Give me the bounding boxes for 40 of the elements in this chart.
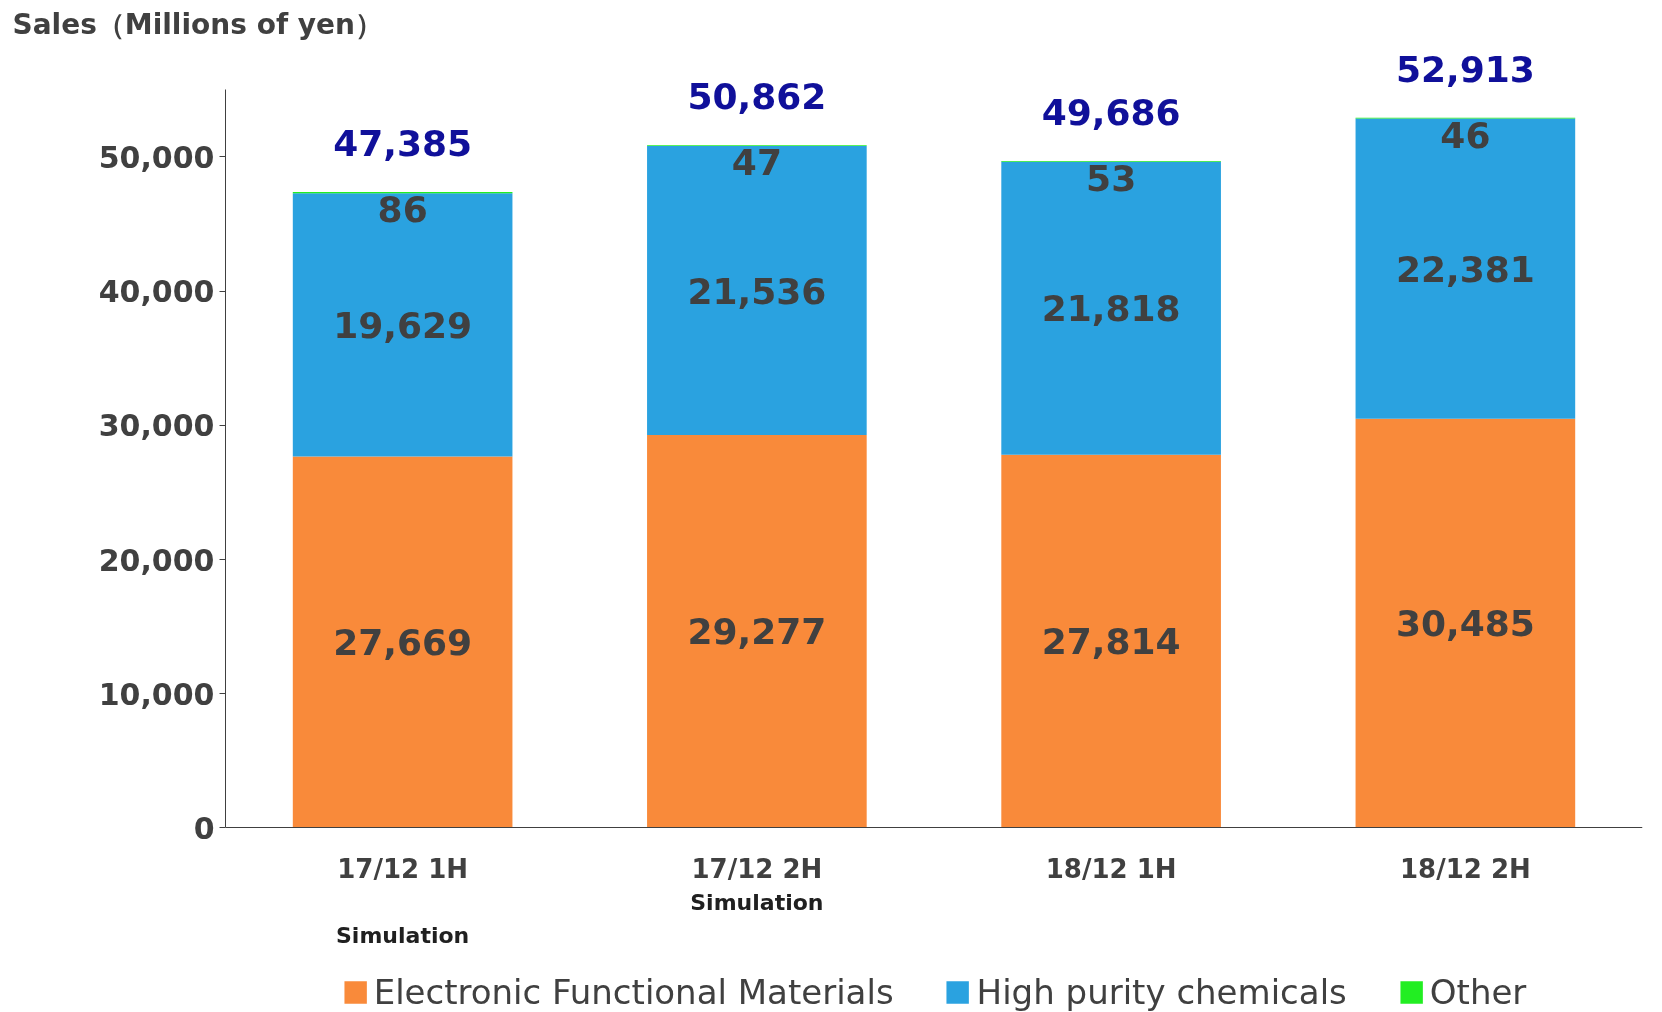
- y-tick-label: 40,000: [98, 274, 215, 310]
- y-tick-label: 20,000: [98, 542, 215, 578]
- bar: [1001, 454, 1221, 828]
- data-label: 53: [1086, 158, 1137, 200]
- bar: [292, 456, 513, 828]
- total-label: 47,385: [333, 123, 473, 165]
- x-tick-label: 17/12 1H: [337, 853, 469, 884]
- data-label: 21,818: [1041, 288, 1181, 330]
- data-label: 22,381: [1395, 248, 1535, 290]
- total-label: 52,913: [1395, 48, 1535, 90]
- total-label: 49,686: [1041, 92, 1181, 134]
- data-label: 30,485: [1395, 603, 1535, 645]
- y-tick-label: 0: [193, 810, 215, 846]
- x-tick-label: 18/12 1H: [1045, 853, 1177, 884]
- legend-label: High purity chemicals: [976, 972, 1347, 1012]
- data-label: 47: [731, 142, 782, 184]
- data-label: 27,669: [333, 622, 473, 664]
- data-label: 27,814: [1041, 621, 1181, 663]
- bar: [647, 145, 867, 436]
- x-tick-label: 18/12 2H: [1399, 853, 1531, 884]
- text: Simulation: [690, 889, 824, 915]
- data-label: 19,629: [333, 304, 473, 346]
- y-tick-label: 10,000: [98, 676, 215, 712]
- y-tick-label: 50,000: [98, 139, 215, 175]
- total-label: 50,862: [687, 76, 827, 118]
- bar: [647, 435, 867, 828]
- legend-label: Electronic Functional Materials: [373, 972, 894, 1012]
- text: Simulation: [336, 922, 470, 948]
- data-label: 46: [1440, 114, 1491, 156]
- bar: [1355, 418, 1576, 828]
- y-tick-label: 30,000: [98, 408, 215, 444]
- legend-label: Other: [1429, 972, 1527, 1012]
- bar: [1355, 118, 1576, 419]
- bar: [1001, 161, 1221, 455]
- x-tick-label: 17/12 2H: [691, 853, 823, 884]
- data-label: 21,536: [687, 270, 827, 312]
- data-label: 29,277: [687, 611, 827, 653]
- data-label: 86: [377, 189, 428, 231]
- bar: [292, 193, 513, 457]
- y-axis-title: Sales（Millions of yen）: [12, 7, 383, 41]
